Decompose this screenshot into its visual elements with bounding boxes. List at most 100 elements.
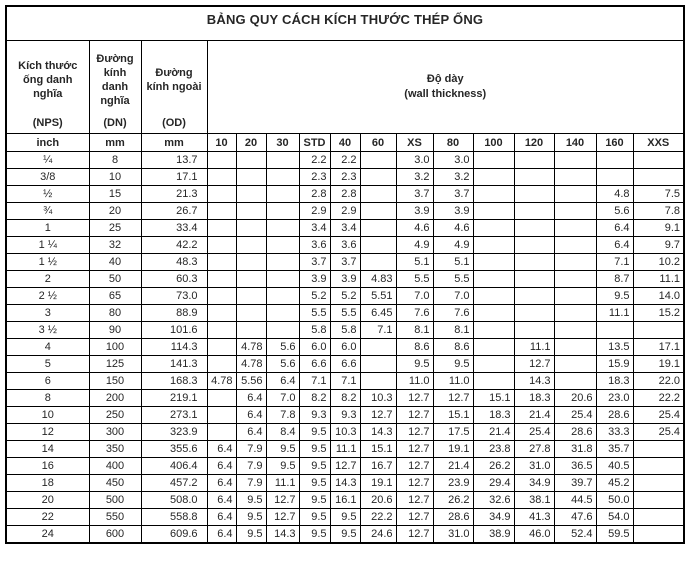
cell-thickness — [472, 304, 515, 322]
cell-od: 33.4 — [140, 219, 208, 237]
schedule-header-120: 120 — [513, 133, 555, 152]
cell-thickness: 3.2 — [432, 168, 474, 186]
cell-thickness: 6.45 — [359, 304, 397, 322]
cell-thickness — [472, 151, 515, 169]
cell-thickness — [359, 372, 397, 390]
cell-thickness: 5.2 — [329, 287, 361, 305]
cell-thickness: 3.6 — [329, 236, 361, 254]
table-row: 5 125 141.3 4.78 5.6 6.6 6.6 9.5 9.5 12.7 15.9 19.1 — [5, 355, 685, 373]
cell-thickness: 9.5 — [265, 440, 300, 458]
table-row: 2 ½ 65 73.0 5.2 5.2 5.51 7.0 7.0 9.5 14.0 — [5, 287, 685, 305]
table-row: 16 400 406.4 6.4 7.9 9.5 9.5 12.7 16.7 12.7 21.4 26… — [5, 457, 685, 475]
cell-thickness — [206, 355, 237, 373]
cell-thickness: 6.4 — [235, 423, 267, 441]
cell-od: 26.7 — [140, 202, 208, 220]
cell-thickness: 9.5 — [595, 287, 634, 305]
cell-od: 13.7 — [140, 151, 208, 169]
cell-thickness — [359, 253, 397, 271]
cell-thickness: 6.4 — [206, 440, 237, 458]
cell-nps: 16 — [5, 457, 90, 475]
cell-nps: 2 — [5, 270, 90, 288]
cell-thickness: 9.5 — [235, 491, 267, 509]
cell-thickness: 6.0 — [298, 338, 331, 356]
cell-thickness: 32.6 — [472, 491, 515, 509]
cell-thickness: 5.5 — [329, 304, 361, 322]
cell-thickness: 12.7 — [395, 423, 434, 441]
cell-nps: 18 — [5, 474, 90, 492]
cell-thickness: 2.8 — [298, 185, 331, 203]
cell-thickness — [513, 236, 555, 254]
cell-nps: ¾ — [5, 202, 90, 220]
cell-thickness: 8.4 — [265, 423, 300, 441]
cell-thickness: 6.6 — [329, 355, 361, 373]
cell-thickness: 14.0 — [632, 287, 685, 305]
cell-thickness: 7.0 — [265, 389, 300, 407]
cell-thickness: 2.8 — [329, 185, 361, 203]
cell-dn: 32 — [88, 236, 142, 254]
cell-thickness: 5.8 — [298, 321, 331, 339]
cell-thickness: 28.6 — [595, 406, 634, 424]
cell-thickness — [359, 185, 397, 203]
cell-thickness — [206, 321, 237, 339]
cell-dn: 400 — [88, 457, 142, 475]
cell-dn: 40 — [88, 253, 142, 271]
cell-thickness — [235, 185, 267, 203]
table-row: 14 350 355.6 6.4 7.9 9.5 9.5 11.1 15.1 12.7 19.1 23… — [5, 440, 685, 458]
cell-nps: 12 — [5, 423, 90, 441]
cell-thickness: 7.6 — [395, 304, 434, 322]
cell-thickness: 23.9 — [432, 474, 474, 492]
cell-thickness: 45.2 — [595, 474, 634, 492]
cell-thickness: 4.9 — [432, 236, 474, 254]
cell-thickness: 12.7 — [395, 508, 434, 526]
unit-nps: inch — [5, 133, 90, 152]
cell-thickness: 9.5 — [235, 525, 267, 544]
cell-thickness: 25.4 — [513, 423, 555, 441]
cell-thickness: 3.7 — [432, 185, 474, 203]
cell-thickness: 12.7 — [395, 525, 434, 544]
cell-thickness — [206, 270, 237, 288]
cell-thickness: 50.0 — [595, 491, 634, 509]
cell-thickness — [472, 236, 515, 254]
header-nps: Kích thước ống danh nghĩa (NPS) — [5, 40, 90, 134]
cell-thickness: 7.6 — [432, 304, 474, 322]
cell-thickness — [359, 236, 397, 254]
cell-thickness — [265, 185, 300, 203]
cell-od: 114.3 — [140, 338, 208, 356]
cell-od: 273.1 — [140, 406, 208, 424]
cell-dn: 250 — [88, 406, 142, 424]
cell-od: 168.3 — [140, 372, 208, 390]
header-thickness: Độ dày (wall thickness) — [206, 40, 685, 134]
cell-thickness — [513, 168, 555, 186]
cell-thickness: 33.3 — [595, 423, 634, 441]
cell-thickness — [206, 423, 237, 441]
cell-nps: 22 — [5, 508, 90, 526]
cell-thickness: 10.2 — [632, 253, 685, 271]
cell-thickness — [206, 219, 237, 237]
cell-thickness: 4.6 — [395, 219, 434, 237]
title-row: BẢNG QUY CÁCH KÍCH THƯỚC THÉP ỐNG — [5, 5, 685, 41]
cell-thickness — [632, 508, 685, 526]
cell-od: 508.0 — [140, 491, 208, 509]
cell-thickness: 59.5 — [595, 525, 634, 544]
cell-thickness — [206, 185, 237, 203]
cell-thickness: 6.4 — [206, 474, 237, 492]
cell-thickness: 27.8 — [513, 440, 555, 458]
cell-thickness: 8.6 — [395, 338, 434, 356]
cell-thickness: 31.0 — [513, 457, 555, 475]
cell-thickness: 6.6 — [298, 355, 331, 373]
cell-thickness: 7.5 — [632, 185, 685, 203]
cell-thickness: 8.1 — [432, 321, 474, 339]
cell-thickness: 4.6 — [432, 219, 474, 237]
cell-thickness — [553, 202, 597, 220]
cell-thickness: 20.6 — [553, 389, 597, 407]
cell-thickness — [235, 287, 267, 305]
cell-thickness: 3.9 — [432, 202, 474, 220]
cell-thickness — [472, 253, 515, 271]
cell-thickness — [206, 253, 237, 271]
cell-thickness: 9.5 — [395, 355, 434, 373]
schedule-header-100: 100 — [472, 133, 515, 152]
table-row: 10 250 273.1 6.4 7.8 9.3 9.3 12.7 12.7 15.1 18.3 21… — [5, 406, 685, 424]
cell-thickness: 5.5 — [298, 304, 331, 322]
cell-thickness: 12.7 — [359, 406, 397, 424]
cell-thickness: 7.1 — [359, 321, 397, 339]
